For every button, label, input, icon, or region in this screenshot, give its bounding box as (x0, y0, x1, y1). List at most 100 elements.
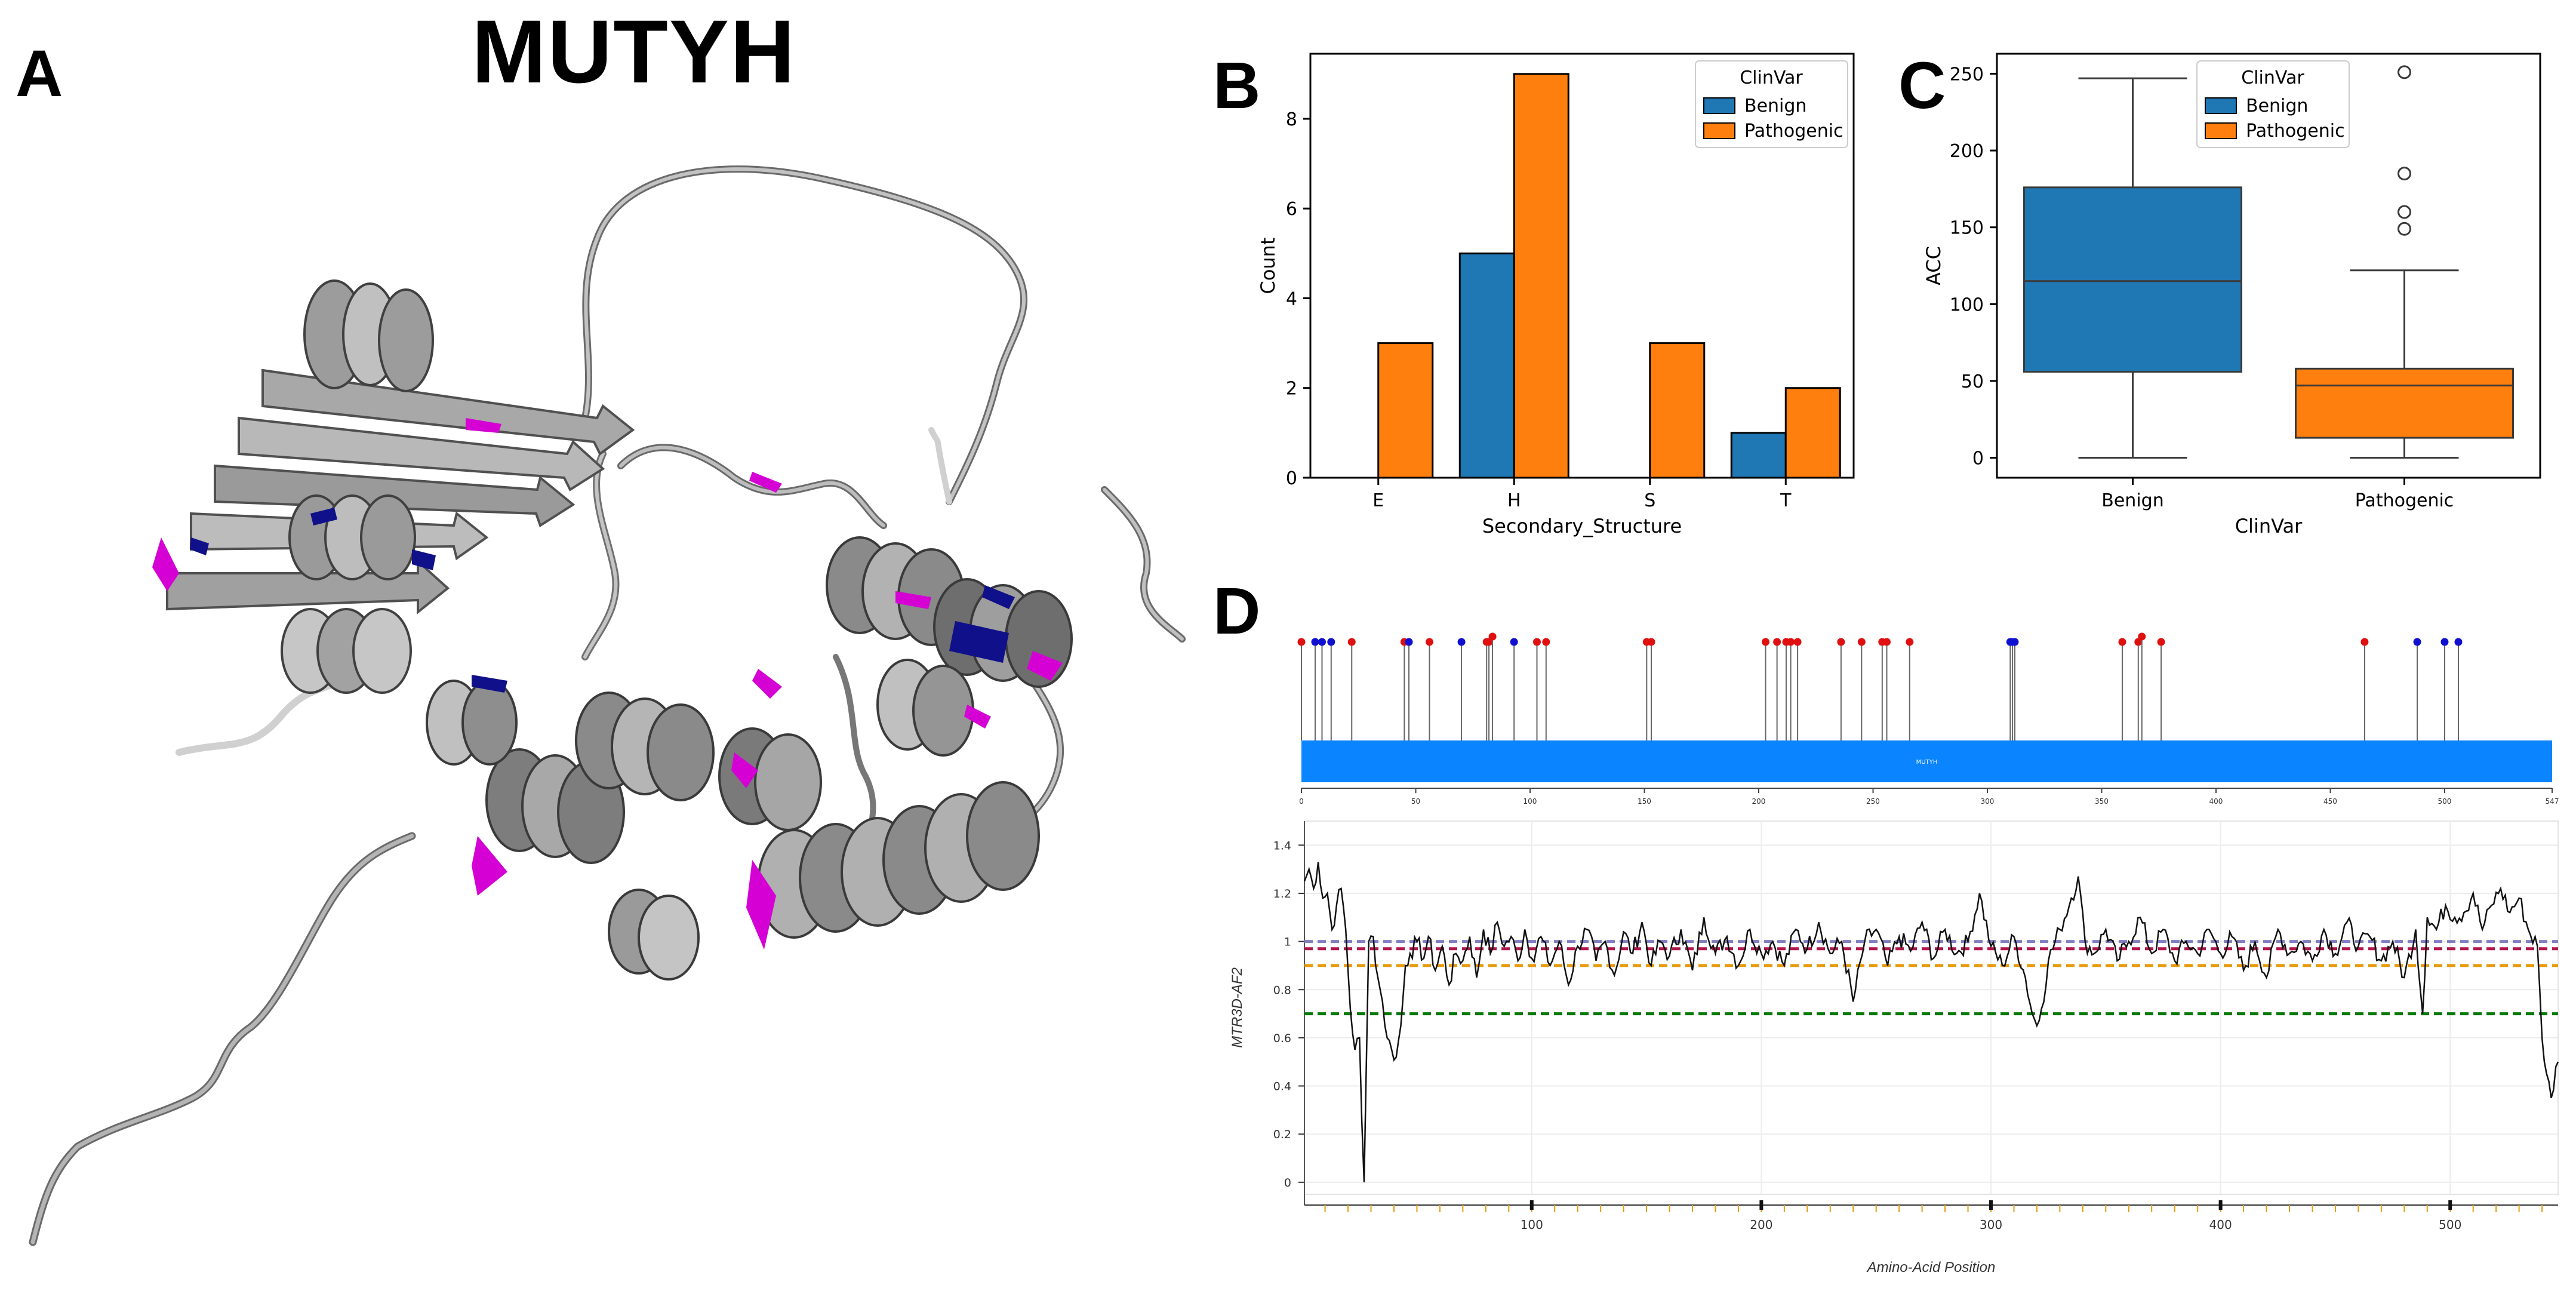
lollipop-head-benign (1318, 638, 1326, 646)
y-tick-label: 50 (1961, 371, 1984, 392)
outlier-pathogenic (2398, 205, 2411, 219)
coil-n-terminal-tail (29, 832, 416, 1246)
protein-domain-bar (1301, 740, 2552, 782)
x-tick-label: H (1507, 490, 1521, 511)
x-tick-label: 547 (2546, 797, 2559, 806)
x-tick-label: 350 (2095, 797, 2109, 806)
x-tick-label: 250 (1866, 797, 1880, 806)
panel-label-a: A (16, 37, 63, 110)
lollipop-head-pathogenic (1488, 632, 1497, 641)
lollipop-head-pathogenic (1882, 638, 1891, 646)
protein-structure-image (29, 165, 1186, 1246)
y-tick-label: 1 (1284, 936, 1291, 949)
x-axis-label: ClinVar (2235, 515, 2303, 537)
chart-d-lollipop: 0 50 100 150 200 250 300 350 400 450 500 547 MUTYH (1297, 632, 2559, 806)
y-axis-label: MTR3D-AF2 (1229, 967, 1245, 1048)
plot-frame (1304, 820, 2559, 1195)
lollipop-head-pathogenic (1347, 638, 1356, 646)
domain-label: MUTYH (1916, 759, 1938, 766)
lollipop-head-pathogenic (1761, 638, 1769, 646)
lollipop-head-benign (1311, 638, 1319, 646)
legend-label-benign: Benign (2246, 96, 2308, 116)
outlier-pathogenic (2398, 167, 2411, 181)
panel-label-d: D (1213, 574, 1261, 648)
y-tick-label: 6 (1286, 199, 1297, 220)
box-benign (2023, 186, 2242, 373)
lollipop-head-pathogenic (1532, 638, 1541, 646)
x-tick-label: 200 (1750, 1218, 1772, 1232)
chart-d-mtr3d-line: 0 0.2 0.4 0.6 0.8 1 1.2 1.4 100 200 300 400 500 Amino… (1229, 820, 2559, 1276)
plot-frame (1996, 53, 2541, 479)
x-tick-label: 200 (1752, 797, 1766, 806)
lollipop-head-benign (2440, 638, 2449, 646)
x-tick-label: 400 (2209, 797, 2223, 806)
y-tick-label: 0.2 (1273, 1128, 1291, 1141)
chart-b-secondary-structure: 0 2 4 6 8 E H S T Secondary_Structure Count ClinVar… (1257, 53, 1855, 537)
lollipop-head-benign (1510, 638, 1518, 646)
lollipop-head-pathogenic (1906, 638, 1914, 646)
legend-title: ClinVar (2241, 67, 2304, 88)
x-tick-label: 100 (1521, 1218, 1543, 1232)
protein-title: MUTYH (472, 1, 796, 102)
y-tick-label: 0.4 (1273, 1080, 1291, 1093)
bar-benign-T (1730, 432, 1787, 479)
x-tick-label: Pathogenic (2355, 490, 2454, 511)
lollipop-head-pathogenic (1787, 638, 1795, 646)
panel-a: A MUTYH (0, 0, 1218, 1300)
lollipop-head-pathogenic (2360, 638, 2369, 646)
outlier-pathogenic (2398, 65, 2411, 79)
lollipop-head-benign (1327, 638, 1335, 646)
x-tick-label: 0 (1299, 797, 1304, 806)
y-tick-label: 250 (1950, 64, 1984, 85)
y-tick-label: 0 (1284, 1176, 1291, 1190)
lollipop-head-pathogenic (2157, 638, 2165, 646)
x-tick-label: 300 (1981, 797, 1995, 806)
lollipop-head-benign (1457, 638, 1466, 646)
lollipop-head-benign (1405, 638, 1413, 646)
x-tick-label: S (1644, 490, 1655, 511)
lollipop-head-benign (2011, 638, 2019, 646)
y-axis-label: Count (1257, 237, 1279, 294)
helix-bottom-long (757, 781, 1040, 939)
lollipop-head-pathogenic (1773, 638, 1781, 646)
mtr3d-score-line (1303, 862, 2559, 1182)
x-axis-label: Amino-Acid Position (1866, 1259, 1996, 1276)
outlier-pathogenic (2398, 222, 2411, 236)
bar-pathogenic-H (1513, 73, 1569, 479)
y-tick-label: 1.4 (1273, 839, 1291, 852)
y-tick-label: 150 (1950, 218, 1984, 239)
lollipop-head-pathogenic (1857, 638, 1866, 646)
x-tick-label: 150 (1638, 797, 1651, 806)
x-axis-label: Secondary_Structure (1482, 515, 1682, 537)
y-tick-label: 0 (1286, 468, 1297, 489)
x-tick-label: 300 (1980, 1218, 2002, 1232)
legend-swatch-benign (2205, 97, 2237, 114)
helix-central-domain (426, 680, 822, 981)
x-tick-label: 50 (1411, 797, 1420, 806)
panel-label-c: C (1898, 49, 1946, 122)
plot-frame (1309, 53, 1855, 479)
lollipop-head-benign (2413, 638, 2421, 646)
legend-swatch-pathogenic (1703, 122, 1735, 139)
y-tick-label: 0.6 (1273, 1032, 1291, 1045)
pathogenic-residue-highlights (152, 418, 1063, 949)
lollipop-head-pathogenic (1297, 638, 1306, 646)
legend-label-benign: Benign (1744, 96, 1806, 116)
bar-pathogenic-T (1784, 387, 1841, 479)
y-tick-label: 100 (1950, 294, 1984, 315)
y-tick-label: 0.8 (1273, 984, 1291, 997)
lollipop-head-pathogenic (2138, 632, 2146, 641)
x-tick-label: 450 (2323, 797, 2337, 806)
y-tick-label: 1.2 (1273, 887, 1291, 901)
benign-residue-highlights (190, 508, 1015, 693)
y-tick-label: 2 (1286, 379, 1297, 399)
panel-c: C 0 50 100 150 200 250 Benign Pathogenic ClinVar… (1892, 36, 2576, 549)
x-tick-label: Benign (2101, 490, 2163, 511)
panel-b: B 0 2 4 6 8 E H S T Secondary_Structure Count ClinV… (1206, 36, 1892, 549)
lollipop-head-pathogenic (1425, 638, 1433, 646)
box-pathogenic (2295, 367, 2514, 439)
y-tick-label: 4 (1286, 288, 1297, 309)
legend-title: ClinVar (1740, 67, 1803, 88)
x-tick-label: 100 (1524, 797, 1537, 806)
helix-right-domain (826, 536, 1073, 757)
